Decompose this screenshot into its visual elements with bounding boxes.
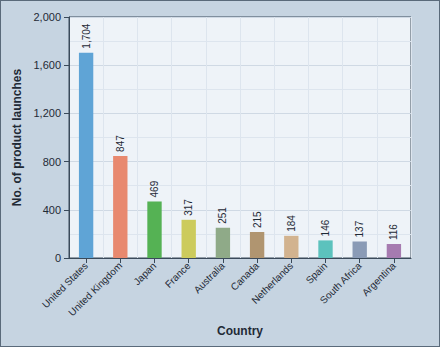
svg-text:847: 847 [115,135,126,152]
svg-text:United Kingdom: United Kingdom [66,260,124,318]
svg-text:Canada: Canada [228,260,261,293]
svg-text:Argentina: Argentina [360,260,398,298]
svg-text:Japan: Japan [131,260,158,287]
svg-text:469: 469 [149,180,160,197]
svg-text:215: 215 [252,211,263,228]
svg-text:South Africa: South Africa [318,260,364,306]
svg-text:184: 184 [286,215,297,232]
svg-text:137: 137 [354,220,365,237]
svg-text:No. of product launches: No. of product launches [10,69,24,207]
svg-text:Netherlands: Netherlands [249,260,295,306]
svg-text:France: France [163,260,193,290]
svg-text:0: 0 [55,252,61,264]
svg-text:Country: Country [217,324,263,338]
svg-text:1,704: 1,704 [81,23,92,48]
svg-text:Spain: Spain [304,260,330,286]
svg-text:146: 146 [320,219,331,236]
svg-text:Australia: Australia [192,260,228,296]
svg-text:2,000: 2,000 [33,11,61,23]
svg-text:317: 317 [183,199,194,216]
svg-text:116: 116 [388,224,399,240]
svg-text:251: 251 [217,207,228,224]
svg-text:1,600: 1,600 [33,59,61,71]
svg-text:400: 400 [43,204,61,216]
svg-text:800: 800 [43,156,61,168]
svg-text:United States: United States [39,260,90,311]
svg-text:1,200: 1,200 [33,107,61,119]
